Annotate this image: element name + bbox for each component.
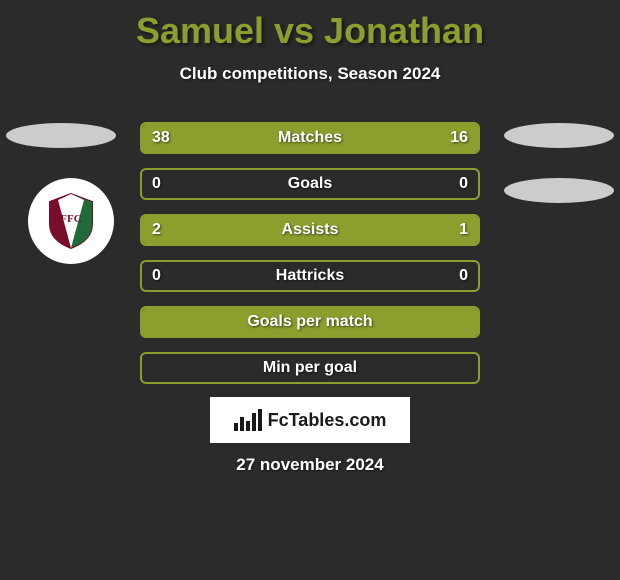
date-label: 27 november 2024: [236, 455, 383, 475]
stat-label: Assists: [282, 221, 339, 239]
stat-row: Min per goal: [140, 352, 480, 384]
page-subtitle: Club competitions, Season 2024: [0, 64, 620, 84]
stat-value-right: 16: [450, 129, 468, 147]
stat-value-left: 0: [152, 267, 161, 285]
club-shield-icon: FFC: [46, 192, 96, 250]
stats-bars: Matches3816Goals00Assists21Hattricks00Go…: [140, 122, 480, 398]
page-title: Samuel vs Jonathan: [0, 0, 620, 52]
fctables-label: FcTables.com: [268, 410, 387, 431]
stat-label: Min per goal: [263, 359, 357, 377]
bar-chart-icon: [234, 409, 262, 431]
stat-row: Assists 2 1: [140, 214, 480, 246]
stat-value-left: 2: [152, 221, 161, 239]
stat-row: Matches 38 16: [140, 122, 480, 154]
club-logo: FFC: [28, 178, 114, 264]
stat-label: Goals per match: [247, 313, 372, 331]
svg-text:FFC: FFC: [60, 213, 81, 225]
stat-value-right: 0: [459, 175, 468, 193]
stat-row: Hattricks 0 0: [140, 260, 480, 292]
stat-label: Goals: [288, 175, 332, 193]
stat-row: Goals 0 0: [140, 168, 480, 200]
placeholder-ellipse-top-left: [6, 123, 116, 148]
fctables-badge: FcTables.com: [210, 397, 410, 443]
stat-value-left: 38: [152, 129, 170, 147]
stat-value-left: 0: [152, 175, 161, 193]
stat-label: Matches: [278, 129, 342, 147]
stat-value-right: 1: [459, 221, 468, 239]
stat-row: Goals per match: [140, 306, 480, 338]
placeholder-ellipse-top-right: [504, 123, 614, 148]
placeholder-ellipse-bottom-right: [504, 178, 614, 203]
stat-value-right: 0: [459, 267, 468, 285]
stat-label: Hattricks: [276, 267, 344, 285]
